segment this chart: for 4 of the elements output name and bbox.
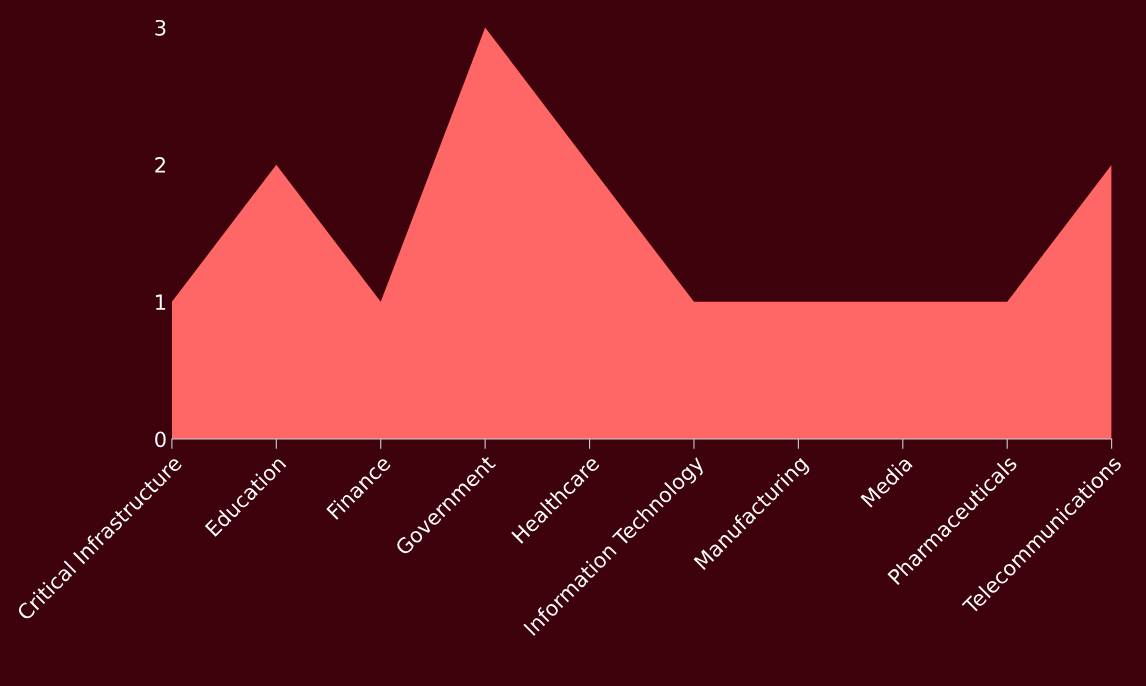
y-tick-label: 1: [156, 294, 166, 310]
y-tick-label: 0: [155, 431, 166, 448]
y-tick-label: 2: [155, 157, 165, 173]
y-tick-label: 3: [155, 19, 166, 36]
